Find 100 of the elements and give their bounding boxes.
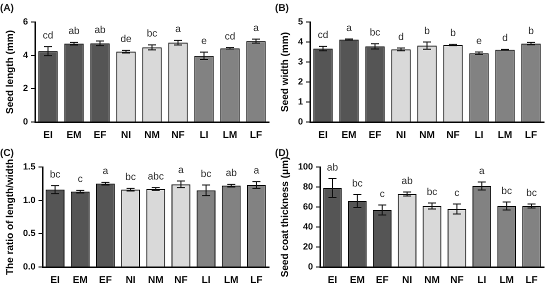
x-tick-label: EI xyxy=(50,274,60,286)
y-tick-label: 0 xyxy=(22,116,28,126)
x-tick-label: LI xyxy=(200,130,209,141)
data-label: ab xyxy=(402,176,414,187)
y-tick-label: 1 xyxy=(298,96,304,106)
y-tick-label: 1.0 xyxy=(22,194,36,205)
x-tick-label: LM xyxy=(499,274,514,286)
x-tick-label: EI xyxy=(318,130,328,141)
x-tick-label: NM xyxy=(419,130,435,141)
chart-title: (C) xyxy=(0,148,14,159)
data-label: d xyxy=(398,32,404,43)
x-tick-label: NF xyxy=(174,274,188,286)
data-label: c xyxy=(454,188,460,199)
y-tick-label: 0 xyxy=(298,116,304,126)
data-label: a xyxy=(178,164,184,176)
data-label: bc xyxy=(370,28,380,39)
x-tick-label: NM xyxy=(144,130,160,141)
x-tick-label: LF xyxy=(250,130,262,141)
data-label: d xyxy=(502,33,508,44)
data-label: b xyxy=(424,26,430,37)
data-label: ab xyxy=(94,24,106,36)
data-label: e xyxy=(476,36,482,47)
x-tick-label: LF xyxy=(524,130,538,141)
x-tick-label: LM xyxy=(498,130,512,141)
data-label: b xyxy=(450,28,456,40)
x-tick-label: LF xyxy=(525,274,538,286)
data-label: abc xyxy=(148,171,164,182)
y-tick-label: 5 xyxy=(298,16,304,26)
x-tick-label: NF xyxy=(171,130,185,141)
data-label: bc xyxy=(50,169,60,180)
y-axis-title: Seed width (mm) xyxy=(280,32,291,112)
x-tick-label: NI xyxy=(126,274,136,286)
x-tick-label: NF xyxy=(446,130,460,141)
data-label: ab xyxy=(226,168,238,180)
y-tick-label: 60 xyxy=(303,201,314,212)
x-tick-label: LI xyxy=(202,274,211,286)
x-tick-label: NM xyxy=(424,274,440,286)
chart-title: (A) xyxy=(0,2,14,14)
data-label: a xyxy=(175,24,182,36)
data-label: bc xyxy=(125,172,136,184)
y-tick-label: 3 xyxy=(298,56,304,66)
data-label: ab xyxy=(68,26,80,38)
data-label: a xyxy=(346,22,352,34)
x-tick-label: EM xyxy=(66,130,82,141)
y-tick-label: 40 xyxy=(303,221,314,232)
x-tick-label: NI xyxy=(396,130,406,141)
data-label: bc xyxy=(146,28,158,40)
data-label: e xyxy=(201,36,208,47)
y-tick-label: 100 xyxy=(298,161,314,172)
x-tick-label: NI xyxy=(121,130,132,141)
y-tick-label: 2 xyxy=(298,76,304,86)
y-tick-label: 0 xyxy=(308,261,314,272)
data-label: c xyxy=(380,188,385,200)
y-tick-label: 4 xyxy=(22,50,28,60)
x-tick-label: EF xyxy=(368,130,382,141)
y-tick-label: 0.5 xyxy=(22,228,36,238)
data-label: bc xyxy=(352,178,363,190)
data-label: cd xyxy=(224,31,236,42)
x-tick-label: EM xyxy=(350,274,365,286)
y-tick-label: 6 xyxy=(22,16,28,26)
data-label: cd xyxy=(318,30,328,42)
data-label: a xyxy=(254,165,260,176)
data-label: bc xyxy=(200,168,212,180)
x-tick-label: EM xyxy=(72,274,88,286)
y-axis-title: Seed coat thickness (μm) xyxy=(280,156,291,278)
chart-title: (D) xyxy=(275,148,289,159)
y-tick-label: 80 xyxy=(303,181,314,192)
data-label: ab xyxy=(326,162,338,174)
y-tick-label: 0.0 xyxy=(22,261,36,272)
y-tick-label: 1.5 xyxy=(22,161,36,172)
x-tick-label: NF xyxy=(450,274,464,286)
y-tick-label: 4 xyxy=(298,36,304,46)
x-tick-label: EF xyxy=(94,130,106,141)
y-axis-title: The ratio of length/width xyxy=(4,158,16,276)
y-axis-title: Seed length (mm) xyxy=(4,30,16,114)
data-label: b xyxy=(528,26,534,38)
x-tick-label: NM xyxy=(148,274,164,286)
data-label: c xyxy=(78,174,83,186)
x-tick-label: LI xyxy=(477,274,486,286)
x-tick-label: LM xyxy=(224,274,238,286)
x-tick-label: EF xyxy=(99,274,112,286)
x-tick-label: EM xyxy=(342,130,357,141)
x-tick-label: EI xyxy=(328,274,338,286)
data-label: a xyxy=(253,22,260,34)
chart-title: (B) xyxy=(275,2,289,14)
data-label: a xyxy=(479,166,485,177)
x-tick-label: EF xyxy=(376,274,389,286)
x-tick-label: EI xyxy=(43,130,53,141)
y-tick-label: 2 xyxy=(22,83,28,94)
data-label: de xyxy=(120,34,132,46)
x-tick-label: LM xyxy=(222,130,238,141)
x-tick-label: NI xyxy=(402,274,412,286)
data-label: bc xyxy=(526,188,537,199)
x-tick-label: LF xyxy=(250,274,263,286)
x-tick-label: LI xyxy=(474,130,484,141)
data-label: a xyxy=(102,166,109,178)
y-tick-label: 20 xyxy=(303,241,314,252)
data-label: cd xyxy=(42,30,54,42)
data-label: bc xyxy=(426,186,438,198)
data-label: bc xyxy=(501,186,512,197)
